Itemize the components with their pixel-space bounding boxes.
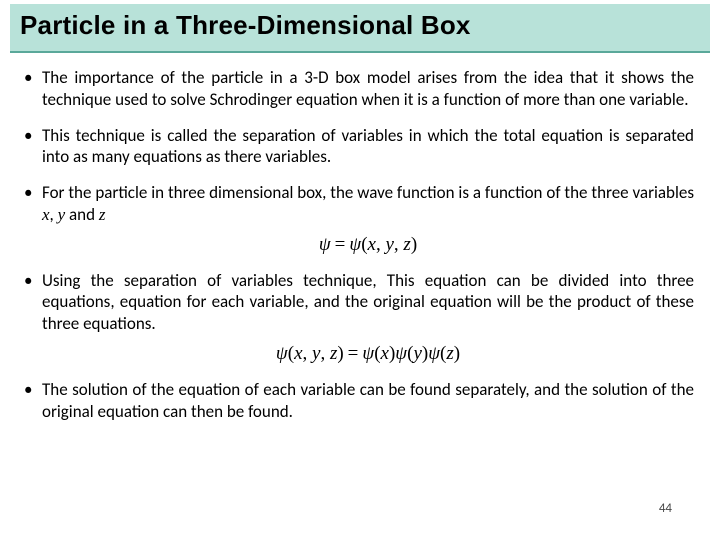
bullet-item-3: Using the separation of variables techni… <box>42 270 694 335</box>
bullet-item-1: This technique is called the separation … <box>42 125 694 169</box>
bullet-list-3: The solution of the equation of each var… <box>42 379 694 423</box>
slide-title: Particle in a Three-Dimensional Box <box>20 10 700 41</box>
bullet-item-4: The solution of the equation of each var… <box>42 379 694 423</box>
equation-1: ψ=ψ(x, y, z) <box>42 234 694 256</box>
slide: Particle in a Three-Dimensional Box The … <box>0 4 720 540</box>
bullet-list-2: Using the separation of variables techni… <box>42 270 694 335</box>
bullet-item-2: For the particle in three dimensional bo… <box>42 182 694 226</box>
slide-body: The importance of the particle in a 3-D … <box>0 53 720 422</box>
bullet-list: The importance of the particle in a 3-D … <box>42 67 694 226</box>
bullet-item-0: The importance of the particle in a 3-D … <box>42 67 694 111</box>
title-band: Particle in a Three-Dimensional Box <box>10 4 710 53</box>
equation-2: ψ(x, y, z)=ψ(x)ψ(y)ψ(z) <box>42 343 694 365</box>
page-number: 44 <box>659 501 672 516</box>
